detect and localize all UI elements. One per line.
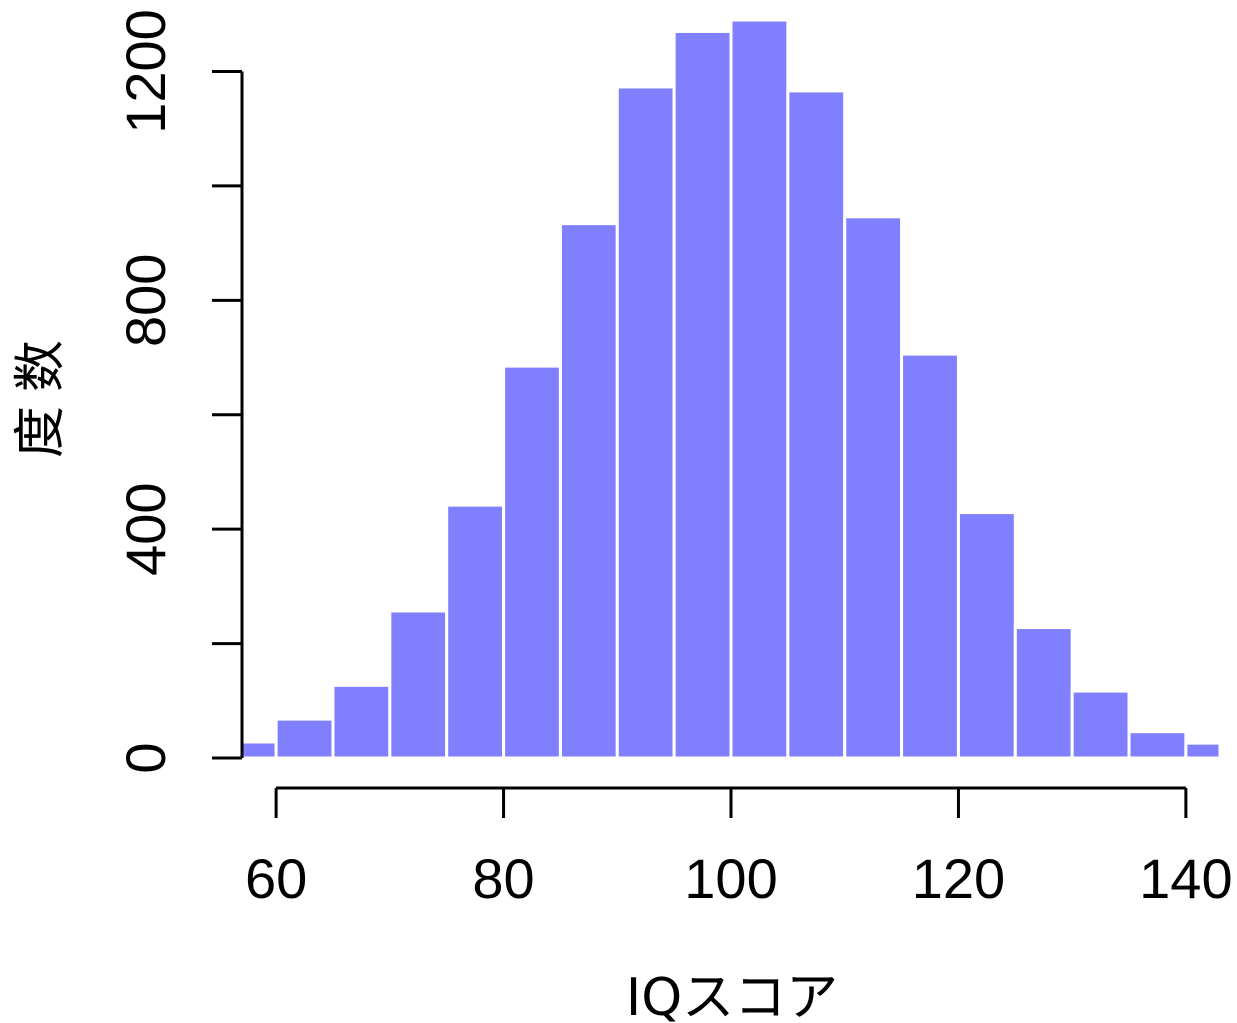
histogram-bar	[843, 215, 904, 760]
histogram-bar	[388, 609, 449, 760]
histogram-bar	[672, 29, 733, 760]
x-tick-label: 60	[245, 847, 307, 910]
histogram-bar	[274, 717, 335, 760]
histogram-bar	[729, 18, 790, 760]
y-tick-label: 800	[114, 254, 177, 347]
histogram-bar	[956, 511, 1017, 760]
histogram-bar	[1013, 626, 1074, 760]
histogram-bar	[445, 503, 506, 760]
x-tick-label: 100	[684, 847, 777, 910]
histogram-bar	[331, 683, 392, 760]
histogram-bar	[1070, 689, 1131, 760]
x-tick-label: 80	[472, 847, 534, 910]
x-axis-title: IQスコア	[626, 968, 838, 1023]
histogram-bar	[502, 364, 562, 760]
y-axis: 0 400 800 1200	[114, 9, 244, 774]
x-tick-label: 120	[912, 847, 1005, 910]
histogram-bar	[240, 740, 278, 760]
x-tick-label: 140	[1139, 847, 1232, 910]
histogram-bar	[1127, 730, 1188, 760]
histogram-bar	[558, 222, 619, 760]
histogram-bar	[615, 85, 676, 760]
x-axis: 60 80 100 120 140	[245, 786, 1233, 910]
histogram-bar	[900, 352, 960, 760]
y-tick-label: 0	[114, 742, 177, 773]
y-tick-label: 400	[114, 482, 177, 575]
bars-group	[240, 18, 1222, 760]
y-tick-label: 1200	[114, 9, 177, 134]
y-axis-title: 度数	[11, 326, 71, 458]
histogram-bar	[1184, 741, 1222, 760]
histogram-bar	[786, 89, 847, 760]
